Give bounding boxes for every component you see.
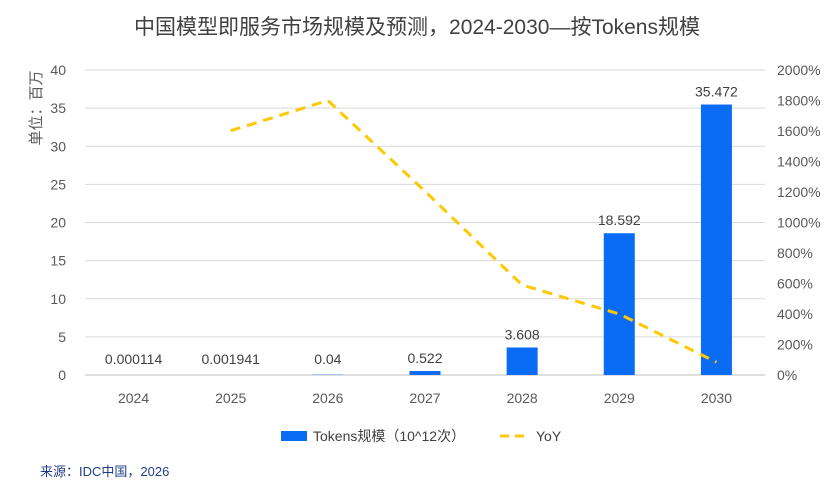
legend-label-tokens: Tokens规模（10^12次） <box>313 428 465 444</box>
x-tick-label: 2028 <box>507 390 538 406</box>
bar-data-label: 0.001941 <box>202 351 261 367</box>
x-tick-label: 2029 <box>604 390 635 406</box>
bar <box>506 347 538 375</box>
y2-tick-label: 400% <box>777 306 813 322</box>
legend: Tokens规模（10^12次） YoY <box>281 428 562 444</box>
bar-series <box>118 104 732 375</box>
x-tick-label: 2025 <box>215 390 246 406</box>
x-tick-label: 2030 <box>701 390 732 406</box>
y2-tick-label: 2000% <box>777 62 821 78</box>
source-note: 来源：IDC中国，2026 <box>40 464 169 479</box>
y-axis-label: 单位：百万 <box>28 70 45 145</box>
y-tick-label: 25 <box>50 176 66 192</box>
y-tick-label: 40 <box>50 62 66 78</box>
y2-tick-label: 1600% <box>777 123 821 139</box>
bar <box>700 104 732 375</box>
bar-data-label: 35.472 <box>695 84 738 100</box>
y-tick-label: 15 <box>50 253 66 269</box>
y-tick-label: 0 <box>58 367 66 383</box>
x-tick-label: 2027 <box>409 390 440 406</box>
bar-data-labels: 0.000114 0.001941 0.04 0.522 3.608 18.592 35.4… <box>105 84 738 367</box>
y-axis-ticks: 0 5 10 15 20 25 30 35 40 <box>50 62 66 383</box>
y-tick-label: 20 <box>50 215 66 231</box>
bar-data-label: 0.04 <box>314 351 341 367</box>
gridlines <box>85 69 765 376</box>
yoy-series <box>230 99 718 364</box>
y2-tick-label: 200% <box>777 337 813 353</box>
bar <box>409 371 441 375</box>
bar-data-label: 3.608 <box>505 326 540 342</box>
y-tick-label: 5 <box>58 329 66 345</box>
y2-tick-label: 0% <box>777 367 797 383</box>
bar <box>603 233 635 375</box>
y2-tick-label: 1200% <box>777 184 821 200</box>
bar-data-label: 18.592 <box>598 212 641 228</box>
y-tick-label: 30 <box>50 138 66 154</box>
x-tick-label: 2024 <box>118 390 149 406</box>
y2-tick-label: 800% <box>777 245 813 261</box>
y-tick-label: 10 <box>50 291 66 307</box>
y2-tick-label: 1800% <box>777 93 821 109</box>
chart-title: 中国模型即服务市场规模及预测，2024-2030—按Tokens规模 <box>134 16 700 39</box>
y-tick-label: 35 <box>50 100 66 116</box>
legend-swatch-tokens <box>281 431 307 441</box>
bar-data-label: 0.000114 <box>105 351 163 367</box>
yoy-line <box>230 99 718 364</box>
y2-axis-ticks: 0% 200% 400% 600% 800% 1000% 1200% 1400% 1600% 18… <box>777 62 821 383</box>
y2-tick-label: 1000% <box>777 215 821 231</box>
y2-tick-label: 1400% <box>777 154 821 170</box>
bar-data-label: 0.522 <box>407 350 442 366</box>
y2-tick-label: 600% <box>777 276 813 292</box>
x-axis-ticks: 2024 2025 2026 2027 2028 2029 2030 <box>118 390 732 406</box>
legend-label-yoy: YoY <box>536 428 562 444</box>
x-tick-label: 2026 <box>312 390 343 406</box>
